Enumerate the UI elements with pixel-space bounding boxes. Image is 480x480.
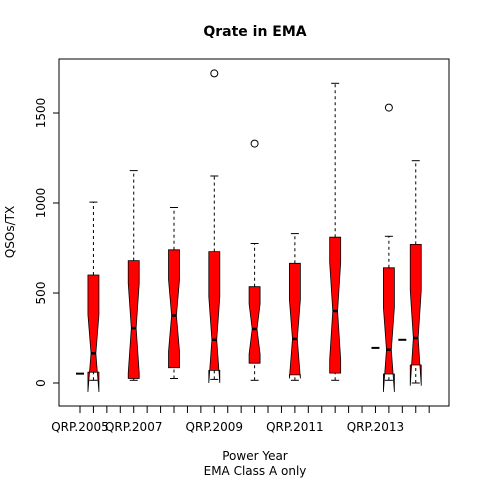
- box: [248, 286, 261, 364]
- y-tick-label: 0: [34, 379, 48, 387]
- outlier-point: [210, 69, 219, 78]
- box-group: [87, 201, 100, 393]
- y-axis-label: QSOs/TX: [3, 206, 17, 258]
- box-groups: [76, 69, 422, 393]
- box-group: [168, 207, 180, 379]
- x-tick-label: QRP.2009: [186, 420, 244, 434]
- box: [329, 236, 342, 374]
- box: [127, 260, 140, 379]
- y-tick-label: 1500: [34, 98, 48, 129]
- box-group: [208, 69, 221, 384]
- box-group: [409, 160, 422, 386]
- x-tick-label: QRP.2011: [266, 420, 324, 434]
- outlier-point: [250, 139, 259, 148]
- x-axis-subtitle: EMA Class A only: [204, 464, 307, 478]
- x-tick-label: QRP.2005: [51, 420, 109, 434]
- box: [208, 251, 221, 384]
- box: [382, 267, 395, 393]
- y-tick-label: 500: [34, 282, 48, 305]
- box: [288, 262, 301, 379]
- chart-title: Qrate in EMA: [203, 24, 306, 40]
- y-tick-label: 1000: [34, 188, 48, 219]
- box-group: [288, 233, 301, 381]
- box-group: [329, 82, 342, 381]
- x-axis-label: Power Year: [222, 449, 288, 463]
- box-group: [382, 103, 395, 393]
- x-tick-label: QRP.2013: [347, 420, 405, 434]
- y-axis: 0 500 1000 1500: [34, 98, 60, 387]
- box: [168, 249, 180, 369]
- box-group: [127, 170, 140, 381]
- box: [409, 243, 422, 386]
- x-tick-label: QRP.2007: [105, 420, 163, 434]
- outlier-point: [384, 103, 393, 112]
- box: [87, 274, 100, 393]
- box-group: [248, 139, 261, 381]
